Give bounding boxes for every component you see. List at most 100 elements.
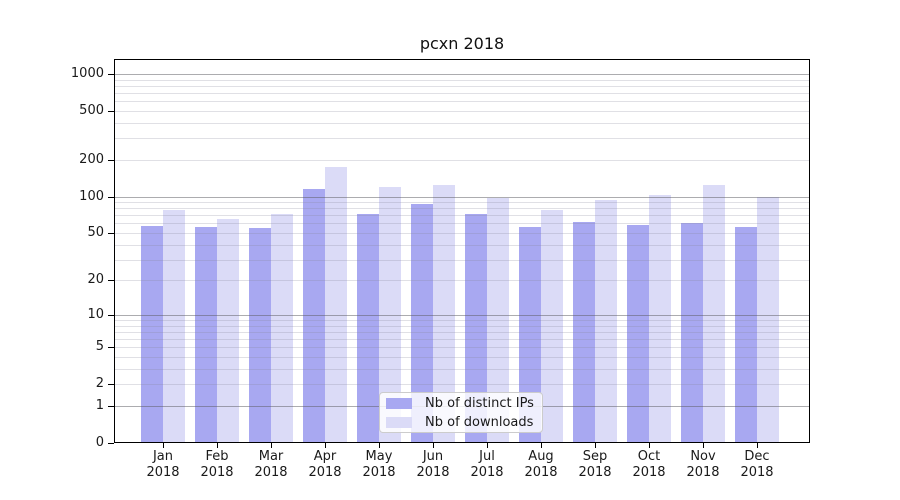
y-axis-tick [108,233,114,234]
gridline-minor [114,384,810,386]
bar-downloads [703,184,725,443]
y-axis-tick-label: 200 [79,151,104,167]
gridline-minor [114,320,810,321]
gridline-minor [114,357,810,358]
y-axis-tick-label: 20 [87,272,104,288]
gridline-minor [114,215,810,217]
bar-distinct-ips [465,213,487,443]
month-name: Jul [479,449,495,464]
gridline-minor [114,93,810,94]
bar-distinct-ips [249,227,271,443]
gridline-minor [114,339,810,341]
y-axis-tick [108,384,114,386]
month-year: 2018 [308,465,342,480]
x-axis-month-label: Mar 2018 [243,449,299,481]
legend-item-label: Nb of distinct IPs [425,395,534,411]
gridline-minor [114,202,810,203]
month-year: 2018 [578,465,612,480]
x-axis-month-label: Oct 2018 [621,449,677,481]
gridline-minor [114,110,810,112]
x-axis-tick [271,443,272,448]
month-name: Feb [205,449,229,464]
x-axis-month-label: Feb 2018 [189,449,245,481]
month-year: 2018 [632,465,666,480]
gridline-major [114,314,810,316]
y-axis-tick-label: 5 [95,339,104,355]
gridline-minor [114,347,810,349]
legend-item: Nb of downloads [380,414,542,431]
gridline-minor [114,259,810,261]
bar-downloads [433,184,455,443]
bar-downloads [757,197,779,443]
y-axis-tick-label: 1 [95,398,104,413]
plot-area [114,59,810,443]
month-year: 2018 [146,465,180,480]
y-axis-tick-label: 500 [79,102,104,118]
bar-downloads [541,210,563,443]
y-axis-tick [108,347,114,349]
bar-downloads [271,213,293,443]
month-year: 2018 [686,465,720,480]
gridline-minor [114,244,810,246]
gridline-minor [114,138,810,140]
gridline-minor [114,331,810,333]
y-axis-tick-label: 0 [95,435,104,450]
y-axis-tick [108,159,114,161]
y-axis-tick [108,406,114,407]
x-axis-month-label: Apr 2018 [297,449,353,481]
bar-distinct-ips [735,227,757,443]
bar-distinct-ips [195,227,217,443]
gridline-minor [114,79,810,81]
month-year: 2018 [740,465,774,480]
month-name: Sep [582,449,608,464]
bar-downloads [487,198,509,443]
gridline-minor [114,325,810,327]
x-axis-tick [757,443,758,448]
legend: Nb of distinct IPs Nb of downloads [379,392,543,433]
bar-distinct-ips [357,213,379,443]
gridline-major [114,73,810,75]
month-year: 2018 [254,465,288,480]
x-axis-tick [433,443,434,448]
bar-distinct-ips [573,221,595,443]
gridline-minor [114,159,810,161]
x-axis-month-label: May 2018 [351,449,407,481]
bar-distinct-ips [627,225,649,443]
bar-downloads [163,209,185,443]
month-name: Jun [422,449,444,464]
legend-swatch-downloads [386,416,412,428]
x-axis-tick [325,443,326,448]
x-axis-tick [595,443,596,448]
y-axis-tick-label: 10 [87,306,104,322]
bar-downloads [595,200,617,443]
legend-item: Nb of distinct IPs [380,395,542,412]
y-axis-tick-label: 2 [95,376,104,392]
y-axis-tick [108,73,114,75]
x-axis-month-label: Dec 2018 [729,449,785,481]
gridline-minor [114,280,810,282]
x-axis-tick [379,443,380,448]
gridline-minor [114,101,810,103]
x-axis-tick [541,443,542,448]
bar-downloads [649,195,671,443]
gridline-minor [114,208,810,210]
bar-distinct-ips [141,226,163,443]
bar-downloads [325,166,347,443]
y-axis-tick-label: 100 [79,188,104,204]
bar-downloads [217,219,239,443]
chart-title: pcxn 2018 [419,34,505,53]
x-axis-tick [217,443,218,448]
x-axis-month-label: Aug 2018 [513,449,569,481]
month-year: 2018 [470,465,504,480]
gridline-minor [114,223,810,225]
y-axis-tick [108,314,114,316]
month-year: 2018 [524,465,558,480]
bar-distinct-ips [681,222,703,443]
month-year: 2018 [200,465,234,480]
month-name: Oct [637,449,661,464]
y-axis-tick [108,280,114,282]
month-year: 2018 [416,465,450,480]
legend-swatch-distinct-ips [386,397,412,409]
gridline-major [114,196,810,198]
